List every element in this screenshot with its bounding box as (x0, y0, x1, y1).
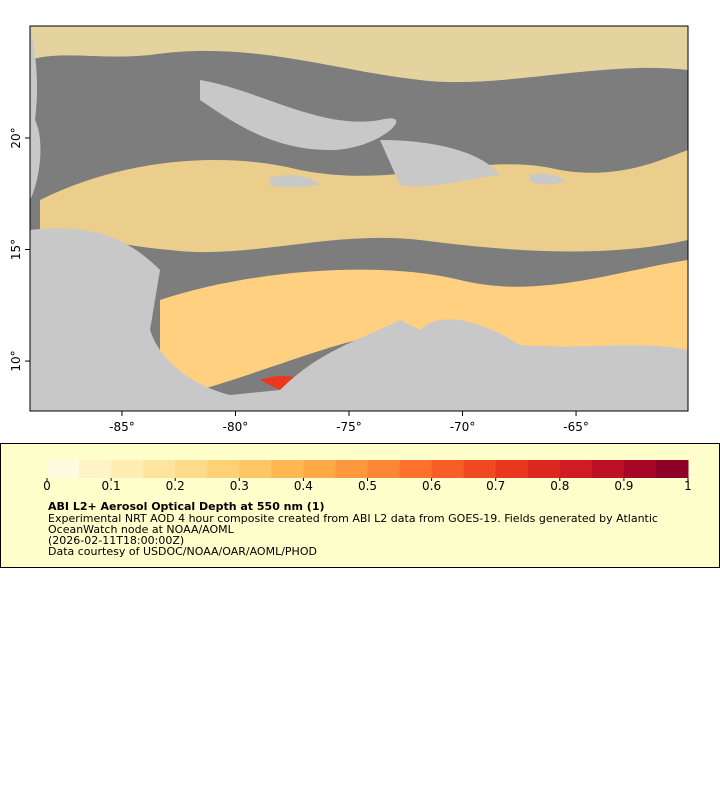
legend-line: (2026-02-11T18:00:00Z) (48, 534, 184, 547)
colorbar-tick-label: 0.8 (550, 479, 569, 493)
colorbar-swatch (303, 460, 336, 478)
colorbar-swatch (463, 460, 497, 478)
colorbar-tick-label: 0.3 (230, 479, 249, 493)
y-tick-label: 20° (9, 127, 23, 148)
colorbar-tick-label: 0.5 (358, 479, 377, 493)
colorbar-swatch (623, 460, 657, 478)
colorbar-tick-label: 0.6 (422, 479, 441, 493)
colorbar-swatch (79, 460, 112, 478)
colorbar-swatch (399, 460, 433, 478)
colorbar-tick-label: 0.7 (486, 479, 505, 493)
colorbar-tick-label: 0.1 (102, 479, 121, 493)
colorbar-tick-label: 0.9 (614, 479, 633, 493)
colorbar-swatch (655, 460, 689, 478)
x-tick-label: -75° (336, 420, 362, 434)
colorbar-tick-label: 0.4 (294, 479, 313, 493)
legend-title: ABI L2+ Aerosol Optical Depth at 550 nm … (48, 500, 325, 513)
colorbar-swatch (591, 460, 625, 478)
colorbar-swatch (559, 460, 593, 478)
colorbar-swatch (495, 460, 529, 478)
colorbar-tick-label: 0 (43, 479, 51, 493)
colorbar-swatch (111, 460, 144, 478)
legend-line: Experimental NRT AOD 4 hour composite cr… (48, 512, 658, 525)
x-tick-label: -65° (563, 420, 589, 434)
colorbar-tick-label: 1 (684, 479, 692, 493)
map-image (30, 26, 688, 411)
colorbar-swatch (239, 460, 272, 478)
colorbar-swatch (47, 460, 80, 478)
colorbar-tick-label: 0.2 (166, 479, 185, 493)
colorbar-swatch (271, 460, 304, 478)
y-tick-label: 10° (9, 350, 23, 371)
colorbar-swatch (335, 460, 368, 478)
map-frame (29, 25, 689, 412)
colorbar-swatch (367, 460, 401, 478)
x-tick-label: -85° (109, 420, 135, 434)
x-tick-label: -70° (450, 420, 476, 434)
colorbar-swatch (143, 460, 176, 478)
colorbar-swatch (527, 460, 561, 478)
x-tick-label: -80° (223, 420, 249, 434)
colorbar-swatch (431, 460, 465, 478)
y-tick-label: 15° (9, 239, 23, 260)
colorbar-swatch (175, 460, 208, 478)
legend-line: Data courtesy of USDOC/NOAA/OAR/AOML/PHO… (48, 545, 317, 558)
legend-line: OceanWatch node at NOAA/AOML (48, 523, 235, 536)
colorbar-swatch (207, 460, 240, 478)
